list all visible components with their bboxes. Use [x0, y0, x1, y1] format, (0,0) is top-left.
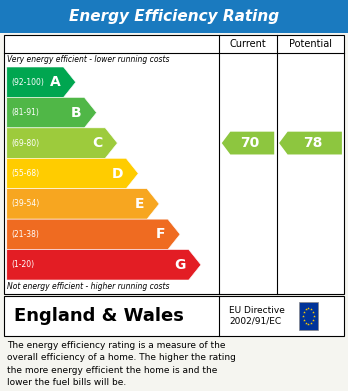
- Text: (39-54): (39-54): [11, 199, 39, 208]
- Polygon shape: [7, 219, 180, 249]
- Text: A: A: [50, 75, 61, 89]
- Polygon shape: [7, 128, 117, 158]
- Text: D: D: [112, 167, 123, 181]
- Text: B: B: [71, 106, 81, 120]
- Text: 2002/91/EC: 2002/91/EC: [229, 317, 282, 326]
- Polygon shape: [7, 67, 76, 97]
- Text: E: E: [135, 197, 144, 211]
- Bar: [0, 0, 348, 33]
- Polygon shape: [222, 132, 274, 154]
- Text: (92-100): (92-100): [11, 78, 44, 87]
- Text: Energy Efficiency Rating: Energy Efficiency Rating: [69, 9, 279, 24]
- Text: Very energy efficient - lower running costs: Very energy efficient - lower running co…: [7, 55, 170, 64]
- Text: The energy efficiency rating is a measure of the
overall efficiency of a home. T: The energy efficiency rating is a measur…: [7, 341, 236, 387]
- Text: (55-68): (55-68): [11, 169, 39, 178]
- Polygon shape: [7, 189, 159, 219]
- Text: 78: 78: [303, 136, 322, 150]
- Text: Current: Current: [230, 39, 266, 49]
- Text: G: G: [175, 258, 186, 272]
- Bar: [299, 301, 317, 330]
- Text: EU Directive: EU Directive: [229, 306, 285, 315]
- Text: 70: 70: [240, 136, 260, 150]
- Polygon shape: [7, 158, 138, 189]
- Polygon shape: [279, 132, 342, 154]
- Text: Not energy efficient - higher running costs: Not energy efficient - higher running co…: [7, 282, 170, 291]
- Bar: [4, 35, 344, 294]
- Text: (1-20): (1-20): [11, 260, 34, 269]
- Polygon shape: [7, 97, 96, 128]
- Text: (21-38): (21-38): [11, 230, 39, 239]
- Text: (81-91): (81-91): [11, 108, 39, 117]
- Text: England & Wales: England & Wales: [14, 307, 184, 325]
- Polygon shape: [7, 249, 201, 280]
- Text: (69-80): (69-80): [11, 138, 39, 147]
- Text: C: C: [92, 136, 102, 150]
- Text: F: F: [156, 227, 165, 241]
- Bar: [4, 296, 344, 336]
- Text: Potential: Potential: [289, 39, 332, 49]
